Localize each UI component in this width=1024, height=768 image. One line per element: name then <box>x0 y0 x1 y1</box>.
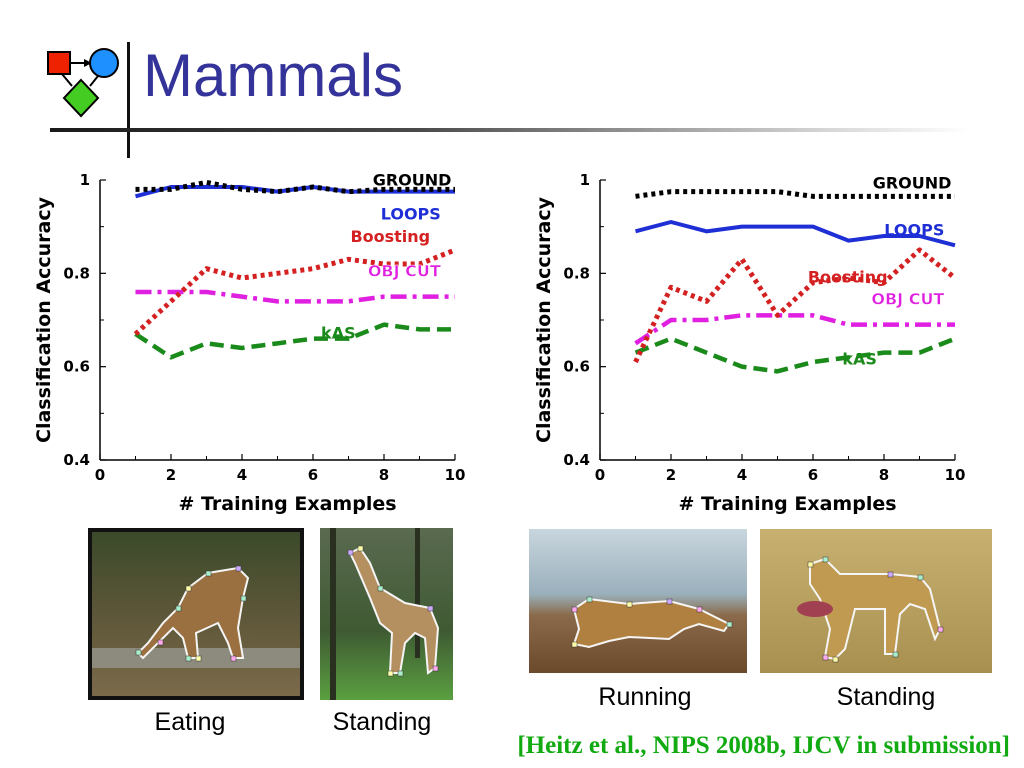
series-label-kas: kAS <box>842 350 877 369</box>
chart-cheetah: 0 2 4 6 8 10 0.4 0.6 0.8 1 # Training Examples Clas… <box>520 160 990 520</box>
series-label-boosting: Boosting <box>350 227 430 246</box>
y-tick-label: 1 <box>80 171 90 189</box>
series-line-kas <box>134 322 455 360</box>
slide-logo-icon <box>47 48 119 118</box>
series-label-loops: LOOPS <box>884 220 944 239</box>
x-tick-label: 8 <box>879 466 889 484</box>
chart-giraffe: 0 2 4 6 8 10 0.4 0.6 0.8 1 # Training Examples Clas… <box>20 160 490 520</box>
x-tick-label: 0 <box>595 466 605 484</box>
x-tick-label: 8 <box>379 466 389 484</box>
series-label-obj-cut: OBJ CUT <box>368 262 441 281</box>
photo-cheetah-running <box>529 529 747 673</box>
y-tick-label: 0.6 <box>563 358 590 376</box>
x-tick-label: 10 <box>445 466 466 484</box>
x-tick-label: 4 <box>237 466 247 484</box>
series-label-ground: GROUND <box>873 173 952 192</box>
series-line-boosting <box>133 247 456 336</box>
slide-title: Mammals <box>143 42 404 109</box>
x-tick-label: 10 <box>945 466 966 484</box>
x-axis-label: # Training Examples <box>178 493 396 515</box>
series-label-loops: LOOPS <box>381 205 441 224</box>
photo-cheetah-standing <box>760 529 992 673</box>
title-divider-horizontal <box>50 128 970 132</box>
y-axis-label: Classification Accuracy <box>33 196 55 443</box>
photo-giraffe-standing <box>320 528 453 700</box>
caption-giraffe-standing: Standing <box>332 708 432 736</box>
chart-svg: 0 2 4 6 8 10 0.4 0.6 0.8 1 # Training Examples Clas… <box>33 170 466 515</box>
x-tick-label: 6 <box>808 466 818 484</box>
series-label-obj-cut: OBJ CUT <box>871 290 944 309</box>
citation: [Heitz et al., NIPS 2008b, IJCV in submi… <box>517 732 1010 759</box>
series-line-obj-cut <box>634 313 955 346</box>
caption-cheetah-standing: Standing <box>836 683 936 711</box>
photo-giraffe-eating <box>88 528 304 700</box>
y-tick-label: 0.4 <box>563 451 590 469</box>
x-tick-label: 6 <box>308 466 318 484</box>
x-axis-label: # Training Examples <box>678 493 896 515</box>
title-divider-vertical <box>127 42 130 158</box>
y-tick-label: 0.8 <box>563 264 590 282</box>
series-line-ground <box>135 179 455 195</box>
x-tick-label: 0 <box>95 466 105 484</box>
x-tick-label: 2 <box>666 466 676 484</box>
y-tick-label: 1 <box>580 171 590 189</box>
series-line-loops <box>634 220 956 248</box>
series-label-kas: kAS <box>321 324 356 343</box>
x-tick-label: 4 <box>737 466 747 484</box>
caption-giraffe-eating: Eating <box>154 708 226 736</box>
chart-svg: 0 2 4 6 8 10 0.4 0.6 0.8 1 # Training Examples Clas… <box>533 171 966 515</box>
caption-cheetah-running: Running <box>598 683 692 711</box>
series-line-kas <box>634 336 956 374</box>
y-tick-label: 0.4 <box>63 451 90 469</box>
y-tick-label: 0.8 <box>63 264 90 282</box>
x-tick-label: 2 <box>166 466 176 484</box>
y-axis-label: Classification Accuracy <box>533 196 555 443</box>
y-tick-label: 0.6 <box>63 358 90 376</box>
series-label-ground: GROUND <box>373 170 452 189</box>
series-line-boosting <box>633 247 957 364</box>
series-label-boosting: Boosting <box>808 268 888 287</box>
series-line-ground <box>635 189 955 199</box>
series-line-obj-cut <box>135 289 455 304</box>
